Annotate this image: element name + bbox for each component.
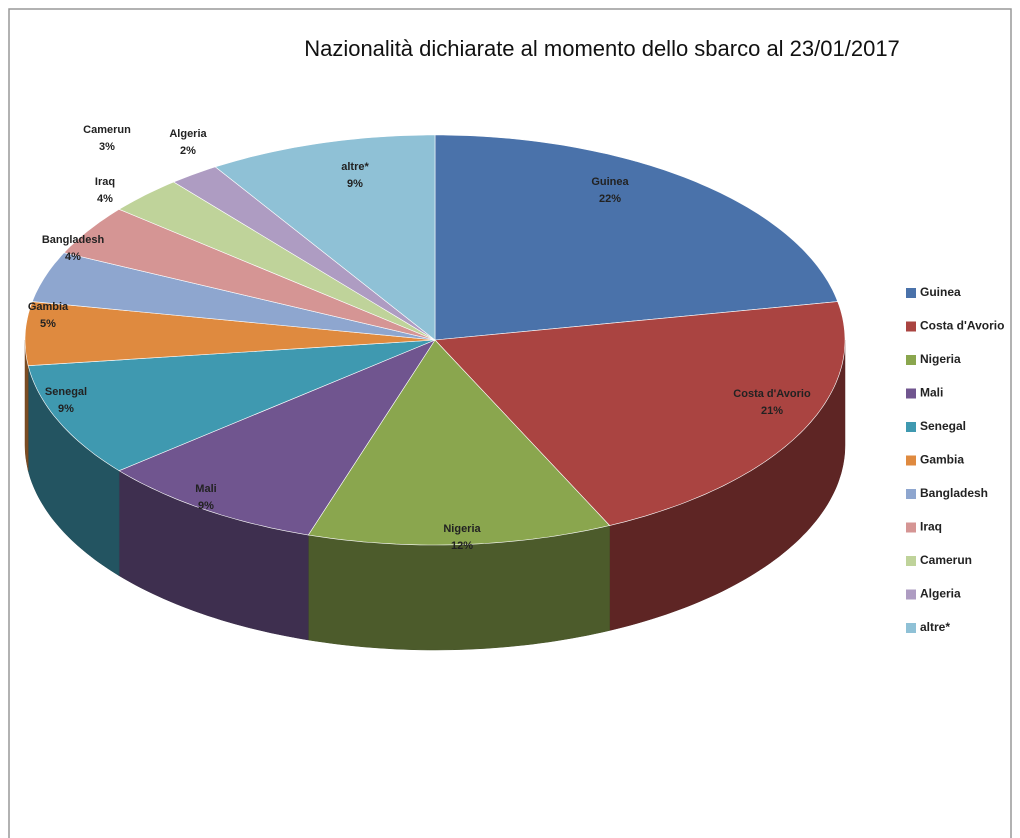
legend-swatch	[906, 355, 916, 365]
chart-title: Nazionalità dichiarate al momento dello …	[304, 36, 900, 61]
legend-label: Senegal	[920, 419, 966, 433]
legend-swatch	[906, 288, 916, 298]
legend-swatch	[906, 522, 916, 533]
slice-label: Mali	[195, 483, 216, 495]
pie-slice	[31, 252, 436, 341]
slice-label: Guinea	[591, 176, 629, 188]
legend-swatch	[906, 388, 916, 399]
legend-swatch	[906, 489, 916, 499]
slice-label: altre*	[341, 161, 369, 173]
legend-label: altre*	[920, 620, 950, 634]
pie-sides	[24, 339, 846, 651]
legend-label: Costa d'Avorio	[920, 319, 1004, 333]
legend-swatch	[906, 623, 916, 633]
slice-label: Senegal	[45, 386, 87, 398]
legend-label: Algeria	[920, 587, 961, 601]
slice-value-label: 4%	[97, 193, 113, 205]
pie-slice	[118, 181, 436, 341]
slice-value-label: 12%	[451, 540, 473, 552]
legend-label: Iraq	[920, 520, 942, 534]
slice-label: Iraq	[95, 176, 115, 188]
pie-tops	[24, 134, 846, 546]
slice-value-label: 21%	[761, 405, 783, 417]
pie-slice	[434, 134, 839, 341]
slice-value-label: 9%	[198, 500, 214, 512]
slice-value-label: 2%	[180, 145, 196, 157]
legend-swatch	[906, 556, 916, 566]
pie-slice	[24, 301, 436, 367]
slice-label: Algeria	[169, 128, 207, 140]
slice-value-label: 3%	[99, 141, 115, 153]
slice-value-label: 5%	[40, 318, 56, 330]
pie-slice	[27, 339, 436, 472]
legend-swatch	[906, 321, 916, 332]
pie-slice	[118, 339, 436, 536]
pie-slice	[173, 166, 436, 341]
legend-label: Nigeria	[920, 352, 961, 366]
legend-swatch	[906, 422, 916, 432]
slice-value-label: 9%	[58, 403, 74, 415]
legend-label: Gambia	[920, 453, 964, 467]
legend-label: Camerun	[920, 553, 972, 567]
slice-label: Camerun	[83, 124, 131, 136]
slice-label: Nigeria	[443, 523, 481, 535]
slice-label: Bangladesh	[42, 234, 105, 246]
legend-label: Mali	[920, 386, 943, 400]
pie-slice	[307, 339, 611, 546]
legend-swatch	[906, 589, 916, 600]
pie-slice	[63, 208, 436, 341]
pie-slice	[214, 134, 436, 341]
legend-label: Bangladesh	[920, 486, 988, 500]
slice-value-label: 9%	[347, 178, 363, 190]
slice-value-label: 22%	[599, 193, 621, 205]
slice-value-label: 4%	[65, 251, 81, 263]
legend-swatch	[906, 455, 916, 466]
slice-label: Costa d'Avorio	[733, 388, 811, 400]
slice-label: Gambia	[28, 301, 69, 313]
pie-slice	[434, 301, 846, 526]
legend-label: Guinea	[920, 285, 961, 299]
